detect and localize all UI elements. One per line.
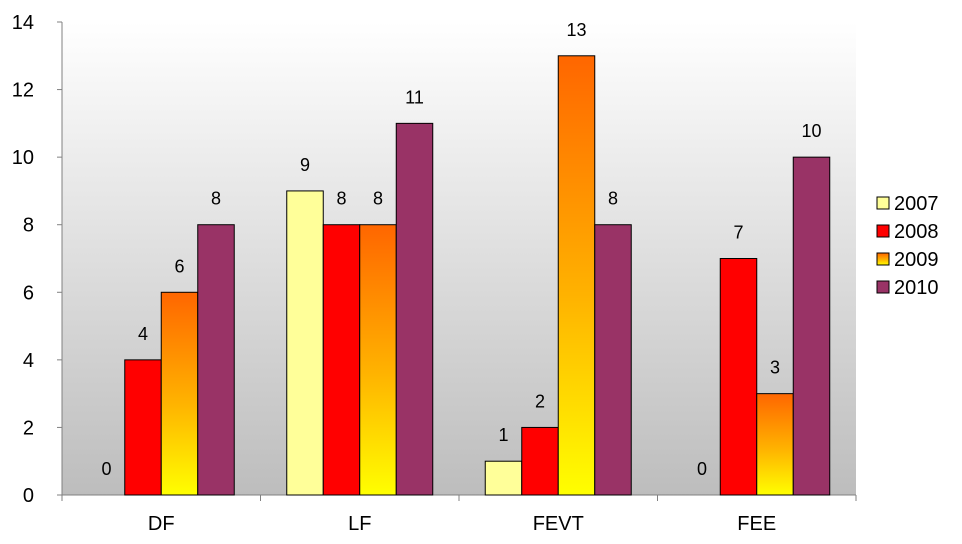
data-label: 8 <box>336 189 346 209</box>
bar-2007-FEVT <box>484 460 523 496</box>
bar-2009-FEE <box>756 393 794 496</box>
bar-2010-FEE <box>792 156 831 496</box>
data-label: 0 <box>101 459 111 479</box>
bar-2009-DF <box>160 291 199 496</box>
x-category-label: FEVT <box>533 513 584 535</box>
data-label: 8 <box>211 189 221 209</box>
legend-swatch-2010 <box>876 280 890 294</box>
data-label: 4 <box>138 324 148 344</box>
data-label: 11 <box>405 87 424 107</box>
y-axis: 0 2 4 6 8 10 12 14 <box>12 12 63 507</box>
data-label: 2 <box>535 391 545 411</box>
y-tick-label: 12 <box>12 80 34 102</box>
data-label: 0 <box>697 459 707 479</box>
y-tick-label: 0 <box>23 485 34 507</box>
y-tick-label: 10 <box>12 147 34 169</box>
x-axis: DF LF FEVT FEE <box>61 494 857 535</box>
bar-2009-FEVT <box>557 55 596 496</box>
bar-2008-FEE <box>719 258 758 496</box>
bar-2008-LF <box>322 224 361 496</box>
y-tick-label: 8 <box>23 215 34 237</box>
x-category-label: DF <box>148 513 175 535</box>
bar-2008-DF <box>124 359 162 496</box>
bars-group <box>124 55 831 496</box>
legend-swatch-2007 <box>876 196 890 210</box>
legend-swatch-2008 <box>876 224 890 238</box>
data-label: 10 <box>801 121 821 141</box>
data-label: 8 <box>373 189 383 209</box>
data-label: 9 <box>300 155 310 175</box>
y-tick-label: 6 <box>23 282 34 304</box>
bar-2010-DF <box>197 224 235 496</box>
y-tick-label: 4 <box>23 350 34 372</box>
data-label: 13 <box>566 20 586 40</box>
x-category-label: FEE <box>737 513 776 535</box>
data-label: 6 <box>174 256 184 276</box>
y-tick-label: 14 <box>12 12 34 34</box>
data-label: 8 <box>608 189 618 209</box>
legend-label: 2008 <box>894 221 939 243</box>
bar-2007-LF <box>286 190 324 496</box>
data-label: 3 <box>770 358 780 378</box>
y-tick-label: 2 <box>23 417 34 439</box>
bar-2008-FEVT <box>521 426 559 496</box>
x-category-label: LF <box>348 513 371 535</box>
data-label: 7 <box>733 223 743 243</box>
legend-label: 2007 <box>894 193 939 215</box>
bar-2010-FEVT <box>594 224 632 496</box>
bar-2009-LF <box>359 224 397 496</box>
legend-label: 2010 <box>894 277 939 299</box>
bar-2010-LF <box>395 122 434 496</box>
legend: 2007 2008 2009 2010 <box>876 193 939 299</box>
legend-label: 2009 <box>894 249 939 271</box>
data-label: 1 <box>498 425 508 445</box>
legend-swatch-2009 <box>876 252 890 266</box>
